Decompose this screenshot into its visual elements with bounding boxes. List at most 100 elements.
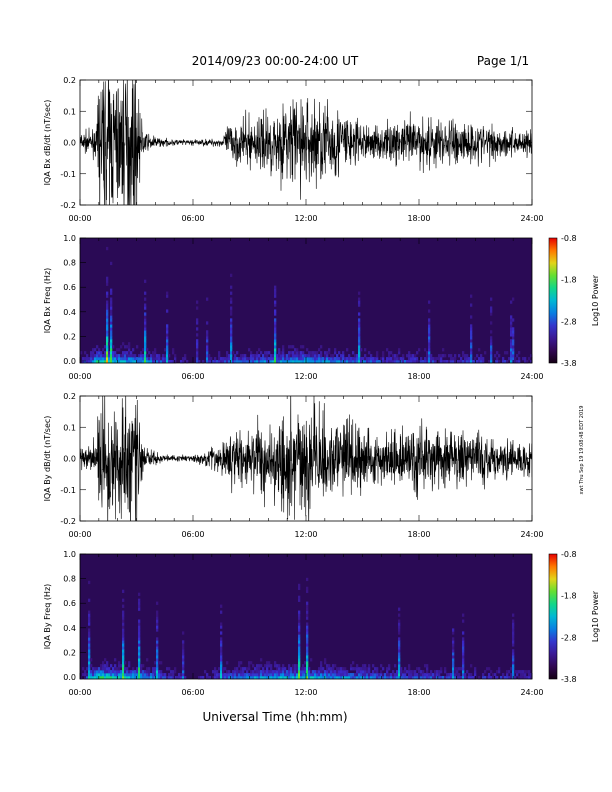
spectrogram-cell bbox=[414, 673, 417, 677]
spectrogram-cell bbox=[294, 673, 297, 677]
spectrogram-cell bbox=[276, 676, 279, 680]
spectrogram-cell bbox=[240, 357, 243, 361]
x-tick-label: 24:00 bbox=[520, 372, 543, 381]
spectrogram-cell bbox=[306, 589, 309, 593]
spectrogram-cell bbox=[326, 673, 329, 677]
spectrogram-cell bbox=[126, 667, 129, 671]
spectrogram-cell bbox=[140, 673, 143, 677]
spectrogram-cell bbox=[154, 670, 157, 674]
spectrogram-cell bbox=[408, 354, 411, 358]
spectrogram-cell bbox=[110, 330, 113, 334]
spectrogram-cell bbox=[272, 357, 275, 361]
spectrogram-cell bbox=[280, 667, 283, 671]
spectrogram-cell bbox=[504, 360, 507, 364]
spectrogram-cell bbox=[184, 354, 187, 358]
spectrogram-cell bbox=[386, 673, 389, 677]
spectrogram-cell bbox=[452, 670, 455, 674]
spectrogram-cell bbox=[338, 676, 341, 680]
spectrogram-cell bbox=[268, 664, 271, 668]
spectrogram-cell bbox=[470, 339, 473, 343]
spectrogram-cell bbox=[144, 339, 147, 343]
spectrogram-cell bbox=[182, 652, 185, 656]
spectrogram-cell bbox=[218, 360, 221, 364]
spectrogram-cell bbox=[342, 360, 345, 364]
spectrogram-cell bbox=[106, 664, 109, 668]
spectrogram-cell bbox=[226, 673, 229, 677]
x-tick-label: 06:00 bbox=[181, 530, 204, 539]
spectrogram-cell bbox=[306, 601, 309, 605]
spectrogram-cell bbox=[166, 357, 169, 361]
spectrogram-cell bbox=[448, 676, 451, 680]
x-tick-label: 00:00 bbox=[68, 372, 91, 381]
spectrogram-cell bbox=[314, 357, 317, 361]
spectrogram-cell bbox=[106, 312, 109, 316]
spectrogram-cell bbox=[146, 658, 149, 662]
spectrogram-cell bbox=[156, 616, 159, 620]
spectrogram-cell bbox=[104, 360, 107, 364]
spectrogram-cell bbox=[230, 336, 233, 340]
spectrogram-cell bbox=[310, 354, 313, 358]
spectrogram-cell bbox=[490, 351, 493, 355]
spectrogram-cell bbox=[86, 357, 89, 361]
spectrogram-cell bbox=[468, 360, 471, 364]
spectrogram-cell bbox=[230, 330, 233, 334]
spectrogram-cell bbox=[366, 667, 369, 671]
spectrogram-cell bbox=[266, 357, 269, 361]
spectrogram-cell bbox=[302, 670, 305, 674]
spectrogram-cell bbox=[206, 336, 209, 340]
spectrogram-cell bbox=[328, 673, 331, 677]
spectrogram-cell bbox=[316, 673, 319, 677]
spectrogram-cell bbox=[244, 676, 247, 680]
spectrogram-cell bbox=[252, 354, 255, 358]
spectrogram-cell bbox=[414, 354, 417, 358]
spectrogram-cell bbox=[248, 661, 251, 665]
spectrogram-cell bbox=[252, 670, 255, 674]
spectrogram-cell bbox=[428, 345, 431, 349]
spectrogram-cell bbox=[198, 676, 201, 680]
spectrogram-cell bbox=[86, 676, 89, 680]
spectrogram-cell bbox=[306, 613, 309, 617]
spectrogram-cell bbox=[122, 667, 125, 671]
spectrogram-cell bbox=[220, 625, 223, 629]
spectrogram-cell bbox=[122, 673, 125, 677]
y-tick-label: 0.1 bbox=[63, 423, 76, 432]
spectrogram-cell bbox=[350, 357, 353, 361]
spectrogram-cell bbox=[398, 351, 401, 355]
spectrogram-cell bbox=[142, 360, 145, 364]
spectrogram-cell bbox=[226, 360, 229, 364]
spectrogram-cell bbox=[402, 673, 405, 677]
spectrogram-cell bbox=[286, 670, 289, 674]
spectrogram-cell bbox=[152, 676, 155, 680]
spectrogram-cell bbox=[276, 360, 279, 364]
spectrogram-cell bbox=[350, 664, 353, 668]
spectrogram-cell bbox=[116, 676, 119, 680]
spectrogram-cell bbox=[288, 354, 291, 358]
spectrogram-cell bbox=[182, 658, 185, 662]
spectrogram-cell bbox=[452, 667, 455, 671]
spectrogram-cell bbox=[266, 670, 269, 674]
spectrogram-cell bbox=[160, 673, 163, 677]
spectrogram-cell bbox=[290, 676, 293, 680]
spectrogram-cell bbox=[412, 673, 415, 677]
spectrogram-cell bbox=[512, 643, 515, 647]
spectrogram-cell bbox=[264, 673, 267, 677]
spectrogram-cell bbox=[260, 658, 263, 662]
spectrogram-cell bbox=[444, 670, 447, 674]
spectrogram-cell bbox=[438, 670, 441, 674]
spectrogram-cell bbox=[512, 658, 515, 662]
spectrogram-cell bbox=[498, 354, 501, 358]
spectrogram-cell bbox=[360, 673, 363, 677]
spectrogram-cell bbox=[490, 342, 493, 346]
spectrogram-cell bbox=[512, 348, 515, 352]
x-tick-label: 06:00 bbox=[181, 214, 204, 223]
spectrogram-cell bbox=[498, 667, 501, 671]
spectrogram-cell bbox=[186, 360, 189, 364]
spectrogram-cell bbox=[110, 351, 113, 355]
spectrogram-cell bbox=[230, 342, 233, 346]
spectrogram-cell bbox=[220, 676, 223, 680]
spectrogram-cell bbox=[88, 610, 91, 614]
spectrogram-cell bbox=[416, 351, 419, 355]
spectrogram-cell bbox=[516, 354, 519, 358]
spectrogram-cell bbox=[450, 673, 453, 677]
spectrogram-cell bbox=[338, 673, 341, 677]
